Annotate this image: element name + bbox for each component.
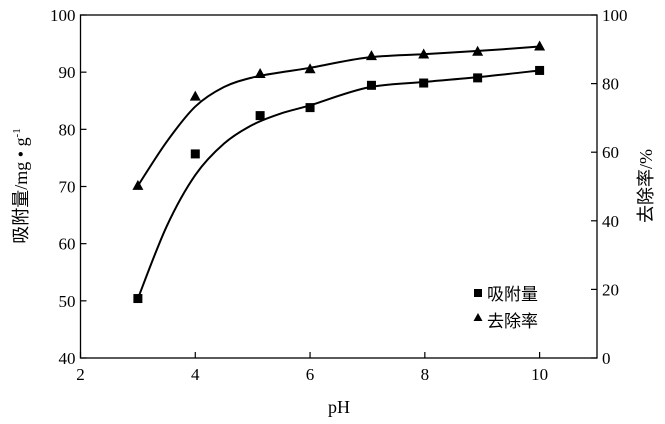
y-left-tick-label: 70 — [59, 178, 76, 197]
y-right-tick-label: 0 — [602, 349, 611, 368]
triangle-marker — [418, 48, 430, 59]
triangle-marker — [132, 179, 144, 190]
y-right-tick-label: 60 — [602, 143, 619, 162]
triangle-marker — [254, 67, 266, 78]
y-right-tick-label: 40 — [602, 212, 619, 231]
legend-triangle-marker — [473, 313, 483, 321]
x-tick-label: 2 — [76, 365, 85, 384]
fit-curve-series-0 — [136, 69, 540, 299]
triangle-marker — [534, 40, 546, 51]
y-left-label-text: 吸附量/mg • g — [11, 137, 31, 243]
y-left-tick-label: 90 — [59, 63, 76, 82]
square-marker — [190, 149, 200, 159]
square-marker — [305, 103, 315, 113]
y-left-tick-label: 40 — [59, 349, 76, 368]
square-marker — [473, 73, 483, 83]
square-marker — [419, 78, 429, 88]
y-left-tick-label: 50 — [59, 292, 76, 311]
x-tick-label: 10 — [531, 365, 548, 384]
y-right-tick-label: 80 — [602, 75, 619, 94]
y-right-tick-label: 20 — [602, 280, 619, 299]
legend: 吸附量 去除率 — [473, 285, 538, 331]
y-left-label-superscript: -1 — [11, 128, 23, 137]
triangle-marker — [189, 90, 201, 101]
legend-label-adsorption: 吸附量 — [487, 285, 538, 304]
ticks: 2 4 6 8 10 40 50 60 70 80 90 100 0 20 40 60 80 100 — [50, 6, 628, 384]
data-markers — [132, 40, 546, 304]
y-left-tick-label: 60 — [59, 235, 76, 254]
square-marker — [133, 294, 143, 304]
triangle-marker — [365, 50, 377, 61]
y-right-tick-label: 100 — [602, 6, 628, 25]
square-marker — [535, 65, 545, 75]
y-right-axis-label: 去除率/% — [636, 149, 656, 223]
plot-frame — [79, 14, 598, 359]
triangle-marker — [472, 45, 484, 56]
x-axis-label: pH — [328, 397, 350, 417]
y-left-tick-label: 100 — [50, 6, 76, 25]
fit-curves — [136, 45, 540, 299]
legend-label-removal: 去除率 — [487, 312, 538, 331]
legend-square-marker — [474, 289, 482, 297]
square-marker — [366, 80, 376, 90]
x-tick-label: 4 — [191, 365, 200, 384]
y-left-tick-label: 80 — [59, 120, 76, 139]
y-left-axis-label: 吸附量/mg • g-1 — [11, 128, 31, 243]
square-marker — [255, 111, 265, 121]
x-tick-label: 8 — [421, 365, 430, 384]
triangle-marker — [304, 63, 316, 74]
x-tick-label: 6 — [306, 365, 315, 384]
fit-curve-series-1 — [137, 45, 540, 187]
